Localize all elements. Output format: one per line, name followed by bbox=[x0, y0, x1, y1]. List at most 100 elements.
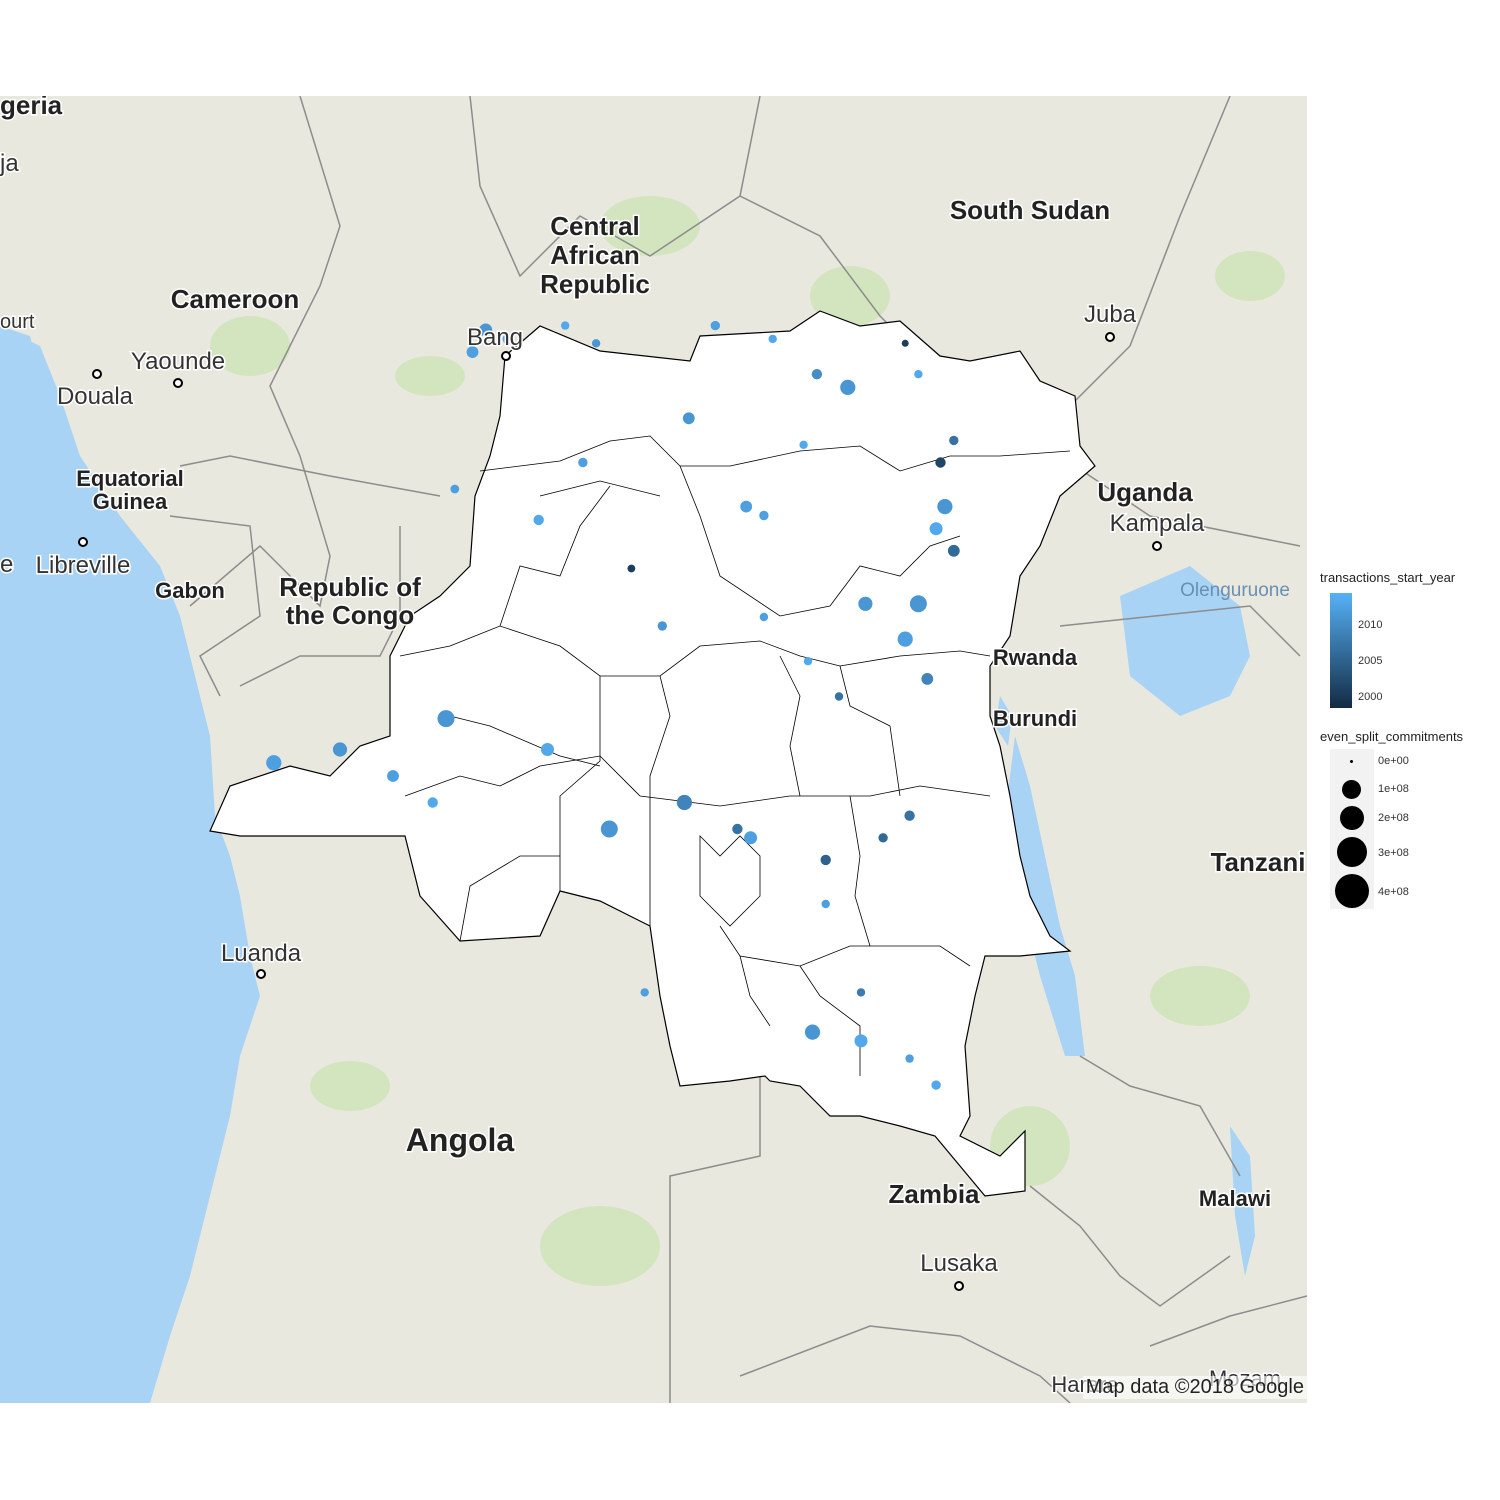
color-legend-title: transactions_start_year bbox=[1320, 570, 1456, 585]
size-key-3 bbox=[1337, 837, 1367, 867]
data-point bbox=[854, 1034, 868, 1048]
city-label: Yaounde bbox=[131, 348, 225, 375]
city-marker-bangui bbox=[501, 351, 511, 361]
data-point bbox=[502, 333, 513, 345]
data-point bbox=[858, 596, 873, 611]
city-label: ourt bbox=[0, 311, 35, 333]
size-label-2: 2e+08 bbox=[1378, 812, 1409, 824]
data-point bbox=[427, 797, 438, 808]
size-legend: 0e+00 1e+08 2e+08 3e+08 4e+08 bbox=[1320, 749, 1500, 919]
city-marker-juba bbox=[1105, 332, 1115, 342]
data-point bbox=[935, 457, 946, 468]
city-marker-luanda bbox=[256, 969, 266, 979]
data-point bbox=[811, 369, 823, 380]
color-tick-2010: 2010 bbox=[1358, 619, 1383, 631]
data-point bbox=[937, 499, 953, 515]
data-point bbox=[533, 514, 544, 526]
data-point bbox=[799, 440, 808, 449]
size-key-0 bbox=[1350, 760, 1353, 763]
color-legend: 2010 2005 2000 bbox=[1320, 593, 1500, 719]
data-point bbox=[878, 833, 888, 843]
country-label: Republic of bbox=[279, 572, 421, 602]
country-label: the Congo bbox=[286, 600, 415, 630]
country-label: Equatorial bbox=[76, 466, 184, 491]
data-point bbox=[561, 321, 570, 330]
vegetation bbox=[210, 196, 1285, 1286]
country-label: African bbox=[550, 240, 640, 270]
data-point bbox=[929, 522, 943, 536]
data-point bbox=[820, 854, 831, 866]
country-label: Cameroon bbox=[171, 284, 300, 314]
data-point bbox=[759, 510, 769, 521]
city-label: Douala bbox=[57, 383, 134, 410]
country-label: Guinea bbox=[93, 489, 168, 514]
data-point bbox=[640, 988, 649, 997]
size-label-0: 0e+00 bbox=[1378, 755, 1409, 767]
lake-kivu bbox=[995, 696, 1012, 746]
lake-tanganyika bbox=[1005, 736, 1085, 1056]
data-point bbox=[466, 346, 479, 358]
lake-malawi bbox=[1230, 1126, 1255, 1276]
color-bar bbox=[1330, 593, 1352, 708]
data-point bbox=[921, 673, 934, 685]
data-point bbox=[657, 621, 667, 631]
lake-victoria bbox=[1120, 566, 1250, 716]
country-label: Uganda bbox=[1097, 477, 1193, 507]
data-point bbox=[904, 810, 915, 821]
map-attribution: Map data ©2018 Google bbox=[1082, 1376, 1307, 1399]
data-point bbox=[591, 339, 601, 348]
data-point bbox=[931, 1080, 941, 1090]
city-marker-yaounde bbox=[173, 378, 183, 388]
data-point bbox=[759, 612, 769, 622]
city-label: e bbox=[0, 551, 13, 578]
map-panel[interactable]: geria Central African Republic South Sudan Ca… bbox=[0, 96, 1307, 1403]
data-points-layer bbox=[266, 320, 960, 1090]
lake-label: Olenguruone bbox=[1180, 580, 1290, 601]
country-label: Gabon bbox=[155, 578, 225, 603]
color-tick-2000: 2000 bbox=[1358, 691, 1383, 703]
data-point bbox=[901, 339, 909, 347]
country-label: Tanzani bbox=[1211, 847, 1306, 877]
size-label-1: 1e+08 bbox=[1378, 783, 1409, 795]
data-point bbox=[676, 794, 693, 811]
data-point bbox=[834, 692, 844, 701]
atlantic-ocean bbox=[0, 326, 260, 1403]
data-point bbox=[710, 320, 720, 331]
data-point bbox=[266, 755, 282, 771]
legend: transactions_start_year 2010 2005 2000 e… bbox=[1320, 570, 1500, 919]
country-label: Zambia bbox=[888, 1179, 980, 1209]
size-label-4: 4e+08 bbox=[1378, 886, 1409, 898]
data-point bbox=[744, 831, 758, 845]
country-label: Republic bbox=[540, 269, 650, 299]
data-point bbox=[387, 770, 399, 782]
country-label: Burundi bbox=[993, 706, 1077, 731]
gulf-water bbox=[0, 326, 50, 436]
size-key-4 bbox=[1335, 874, 1369, 908]
city-label: Bang bbox=[467, 324, 523, 351]
data-point bbox=[479, 323, 493, 337]
data-point bbox=[947, 544, 960, 557]
data-point bbox=[840, 379, 856, 395]
data-point bbox=[909, 595, 927, 613]
city-markers bbox=[78, 332, 1162, 1291]
data-point bbox=[914, 370, 923, 379]
data-point bbox=[682, 412, 695, 425]
data-point bbox=[740, 500, 753, 513]
size-legend-title: even_split_commitments bbox=[1320, 729, 1464, 744]
size-key-1 bbox=[1342, 780, 1361, 799]
country-label: Central bbox=[550, 211, 640, 241]
country-label: Malawi bbox=[1199, 1186, 1271, 1211]
data-point bbox=[732, 823, 743, 835]
city-marker-douala bbox=[92, 369, 102, 379]
country-label: geria bbox=[0, 96, 63, 120]
drc-region bbox=[209, 310, 1096, 1197]
country-label: Rwanda bbox=[993, 645, 1078, 670]
color-tick-2005: 2005 bbox=[1358, 655, 1383, 667]
data-point bbox=[627, 564, 636, 573]
data-point bbox=[897, 631, 913, 647]
data-point bbox=[821, 899, 830, 909]
city-marker-libreville bbox=[78, 537, 88, 547]
city-label: Kampala bbox=[1110, 510, 1205, 537]
